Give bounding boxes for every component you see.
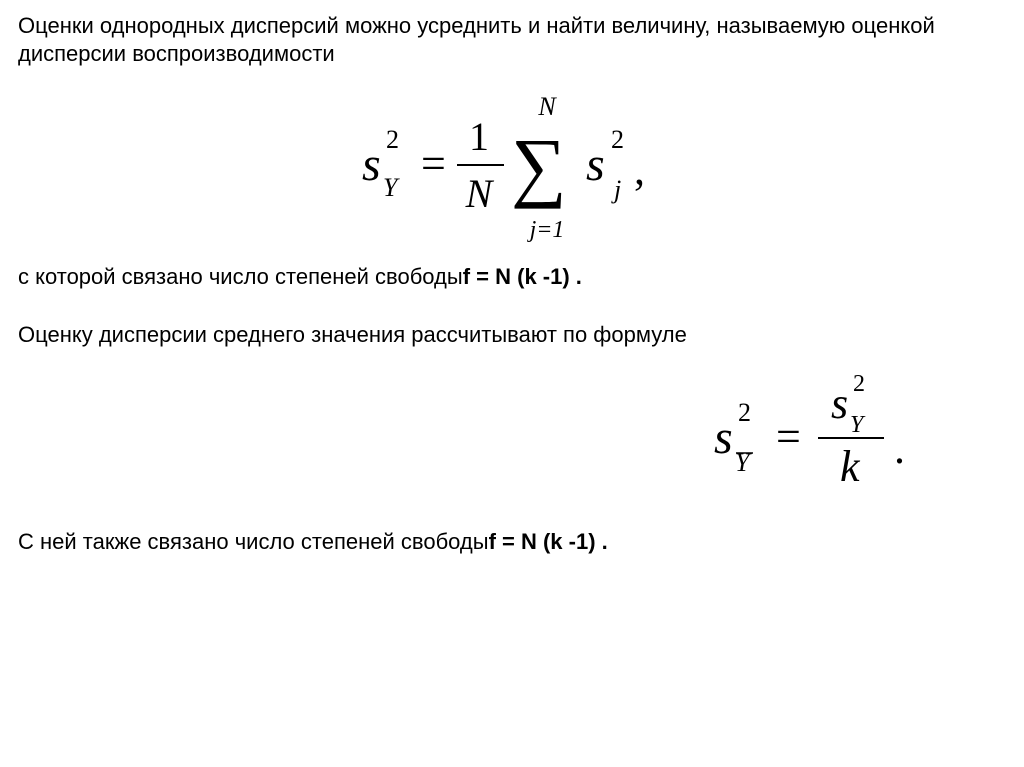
f1-sumN: N	[537, 92, 557, 121]
f1-sj-subj: j	[611, 175, 621, 204]
f1-denN: N	[465, 171, 495, 216]
f2-sup2: 2	[738, 398, 751, 427]
f2-num-s: s	[831, 379, 848, 428]
f2-num-subY: Y	[850, 412, 866, 438]
f1-num1: 1	[469, 114, 489, 159]
paragraph-dof1-text: с которой связано число степеней свободы	[18, 263, 463, 291]
paragraph-dof2-text: С ней также связано число степеней свобо…	[18, 528, 489, 556]
formula2-svg: s 2 Y = s 2 Y k .	[706, 373, 946, 503]
f1-sup2: 2	[386, 125, 399, 154]
f1-eq: =	[421, 139, 446, 188]
f2-subYbar: Y	[735, 448, 752, 477]
f1-sigma: ∑	[511, 122, 567, 209]
formula-sYbar2: s 2 Y = s 2 Y k .	[18, 373, 1006, 503]
paragraph-dof1-formula: f = N (k -1) .	[463, 263, 582, 291]
f1-s: s	[362, 138, 381, 191]
f1-sj-sup2: 2	[611, 125, 624, 154]
f2-den-k: k	[840, 442, 861, 491]
formula1-svg: s 2 Y = 1 N N ∑ j=1 s 2 j	[352, 85, 672, 245]
paragraph-mean: Оценку дисперсии среднего значения рассч…	[18, 321, 1006, 349]
f1-comma: ,	[634, 145, 645, 194]
f2-dot: .	[894, 424, 905, 473]
f2-eq: =	[776, 412, 801, 461]
f2-s: s	[714, 411, 733, 464]
f1-sj: s	[586, 138, 605, 191]
formula-sY2: s 2 Y = 1 N N ∑ j=1 s 2 j	[18, 85, 1006, 245]
f2-num-sup2: 2	[853, 373, 865, 397]
f1-j1: j=1	[527, 217, 565, 243]
paragraph-intro: Оценки однородных дисперсий можно усредн…	[18, 12, 1006, 67]
paragraph-dof2-formula: f = N (k -1) .	[489, 528, 608, 556]
f1-subY: Y	[383, 173, 400, 202]
